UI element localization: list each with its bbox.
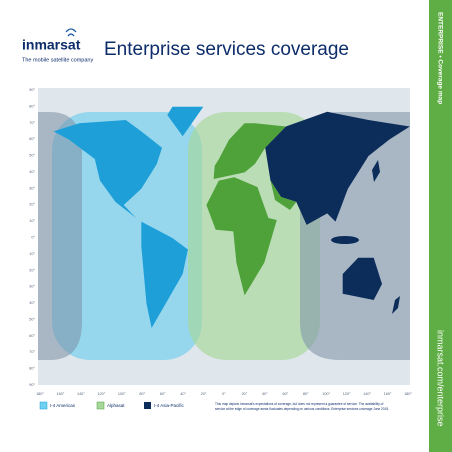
map (38, 88, 410, 385)
latitude-label: 70° (29, 350, 35, 354)
longitude-label: 120° (343, 392, 351, 396)
longitude-label: 180° (36, 392, 44, 396)
latitude-label: 30° (29, 186, 35, 190)
legend-label: Alphasat (107, 403, 125, 408)
longitude-label: 140° (363, 392, 371, 396)
latitude-label: 80° (29, 104, 35, 108)
longitude-label: 160° (57, 392, 65, 396)
south-america (141, 221, 188, 328)
latitude-label: 30° (29, 285, 35, 289)
longitude-label: 20° (201, 392, 207, 396)
logo: inmarsat The mobile satellite company (22, 28, 93, 63)
asia (265, 111, 410, 225)
logo-tagline: The mobile satellite company (22, 57, 93, 63)
latitude-label: 40° (29, 301, 35, 305)
legend-label: I-4 Americas (50, 403, 76, 408)
longitude-label: 20° (242, 392, 248, 396)
indonesia (331, 236, 359, 244)
latitude-label: 80° (29, 367, 35, 371)
japan (372, 160, 380, 182)
north-america (53, 120, 162, 218)
disclaimer: service at the edge of coverage areas fl… (215, 407, 389, 411)
new-zealand (392, 296, 400, 314)
sidebar (429, 0, 452, 452)
latitude-label: 20° (29, 203, 35, 207)
longitude-label: 60° (282, 392, 288, 396)
latitude-label: 10° (29, 252, 35, 256)
latitude-label: 40° (29, 170, 35, 174)
disclaimer: This map depicts Inmarsat's expectations… (215, 402, 383, 406)
legend-swatch (144, 402, 151, 409)
longitude-label: 60° (160, 392, 166, 396)
logo-name: inmarsat (22, 37, 81, 53)
legend: I-4 Americas Alphasat I-4 Asia-Pacific (39, 401, 185, 410)
australia (342, 257, 382, 300)
latitude-label: 60° (29, 137, 35, 141)
sidebar-url: inmarsat.com/enterprise (436, 330, 446, 427)
longitude-label: 80° (303, 392, 309, 396)
latitude-label: 50° (29, 317, 35, 321)
longitude-label: 40° (180, 392, 186, 396)
logo-mark (65, 28, 77, 37)
latitude-label: 90° (29, 383, 35, 387)
longitude-label: 100° (118, 392, 126, 396)
legend-label: I-4 Asia-Pacific (154, 403, 185, 408)
longitude-label: 140° (77, 392, 85, 396)
longitude-label: 0° (222, 392, 226, 396)
page-title: Enterprise services coverage (104, 39, 349, 60)
latitude-label: 90° (29, 88, 35, 92)
latitude-label: 70° (29, 121, 35, 125)
europe (213, 123, 286, 179)
latitude-label: 50° (29, 154, 35, 158)
greenland (167, 106, 204, 137)
latitude-label: 10° (29, 219, 35, 223)
latitude-label: 60° (29, 334, 35, 338)
longitude-label: 120° (97, 392, 105, 396)
sidebar-section: ENTERPRISE • Coverage map (436, 12, 443, 104)
longitude-label: 40° (262, 392, 268, 396)
legend-swatch (39, 401, 48, 410)
latitude-label: 0° (31, 236, 35, 240)
longitude-label: 160° (384, 392, 392, 396)
longitude-label: 100° (322, 392, 330, 396)
middle-east (270, 180, 297, 210)
longitude-label: 180° (404, 392, 412, 396)
coverage-asia-pacific-wrap (38, 112, 82, 360)
legend-swatch (96, 401, 105, 410)
latitude-label: 20° (29, 268, 35, 272)
africa (206, 177, 277, 296)
longitude-label: 80° (139, 392, 145, 396)
